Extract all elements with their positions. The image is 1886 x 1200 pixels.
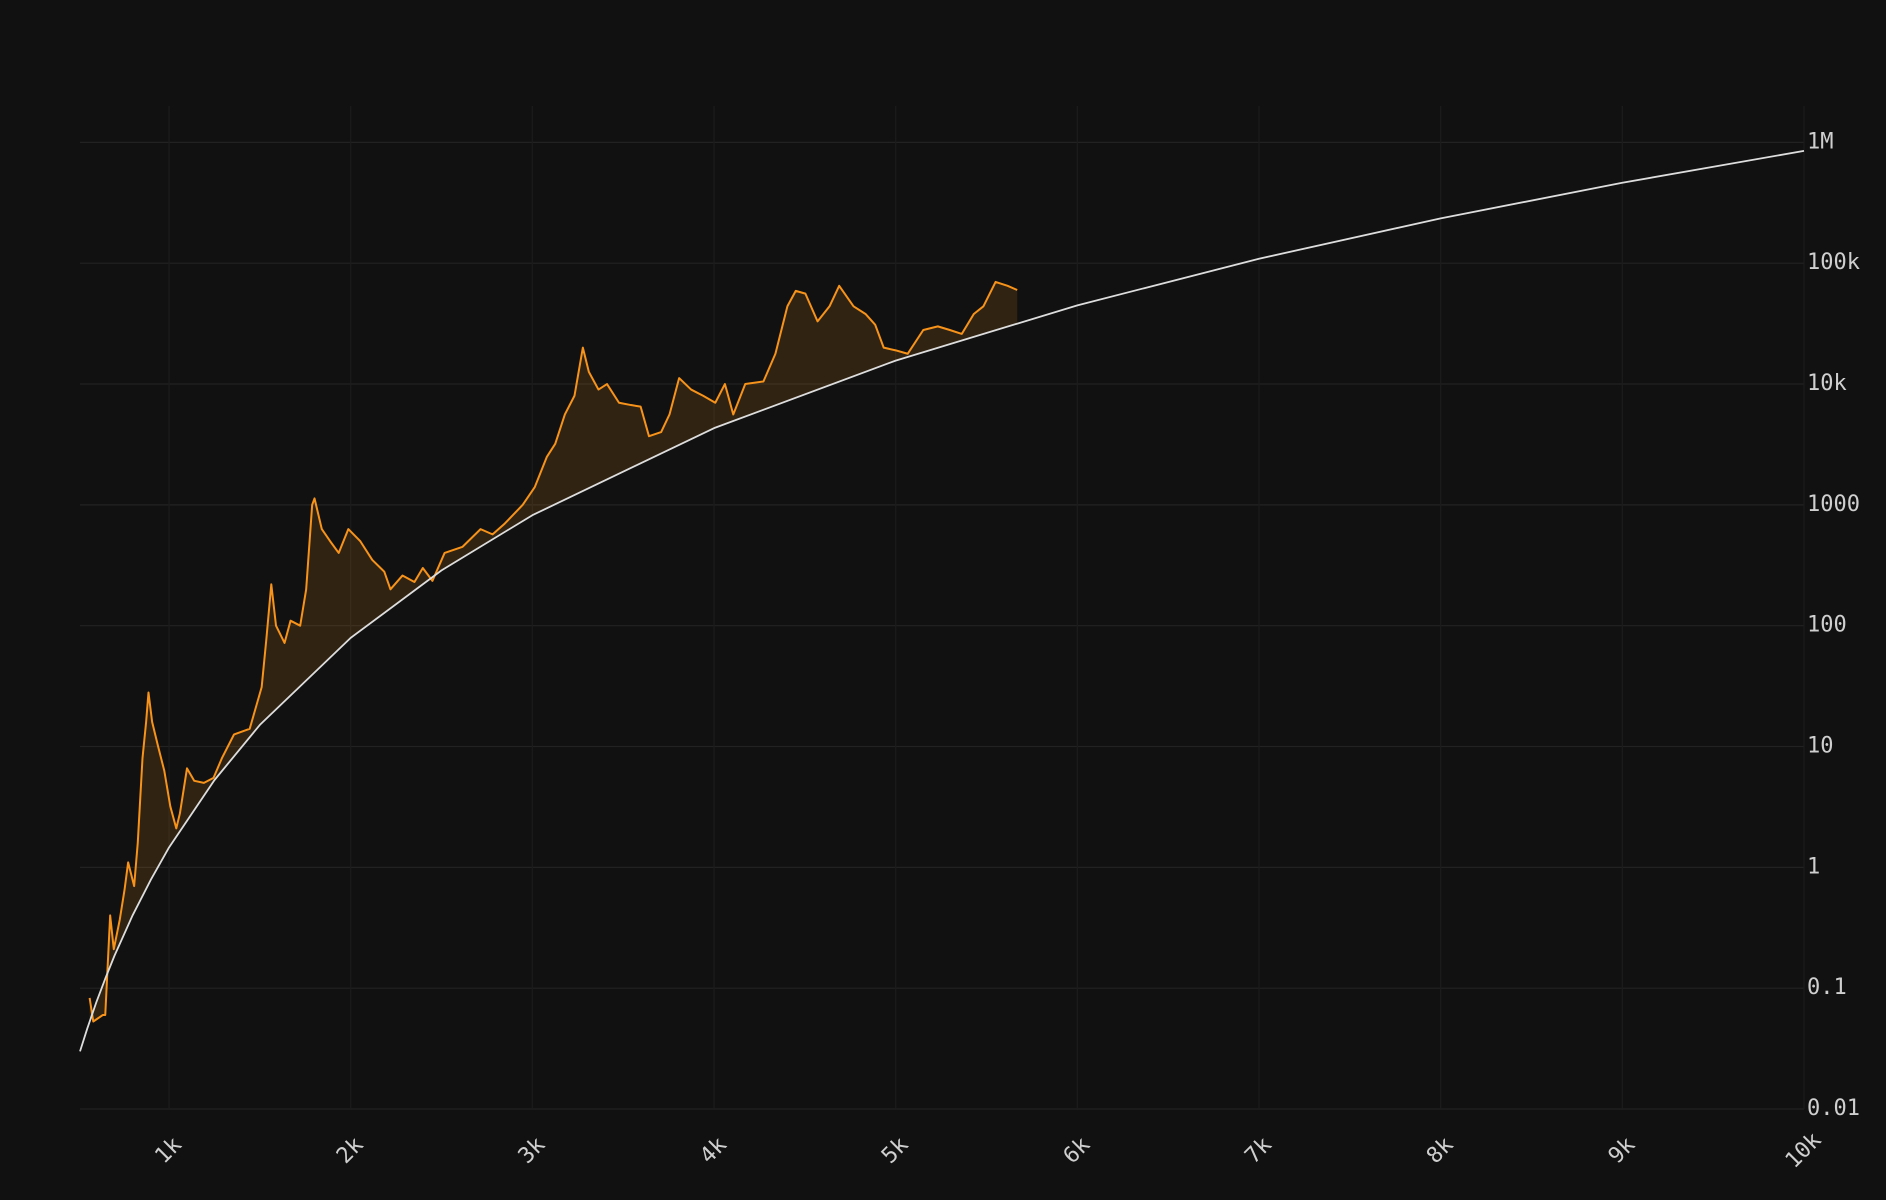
area-fill: [89, 281, 1018, 1022]
y-tick-label: 0.1: [1807, 975, 1847, 1000]
y-tick-label: 10k: [1807, 371, 1847, 396]
y-tick-label: 1: [1807, 854, 1820, 879]
y-tick-label: 0.01: [1807, 1096, 1860, 1121]
y-tick-label: 100k: [1807, 250, 1860, 275]
y-tick-label: 1000: [1807, 492, 1860, 517]
line: [79, 149, 1805, 1052]
y-tick-label: 10: [1807, 734, 1834, 759]
y-tick-label: 1M: [1807, 129, 1834, 154]
y-tick-label: 100: [1807, 613, 1847, 638]
line: [88, 280, 1018, 1023]
